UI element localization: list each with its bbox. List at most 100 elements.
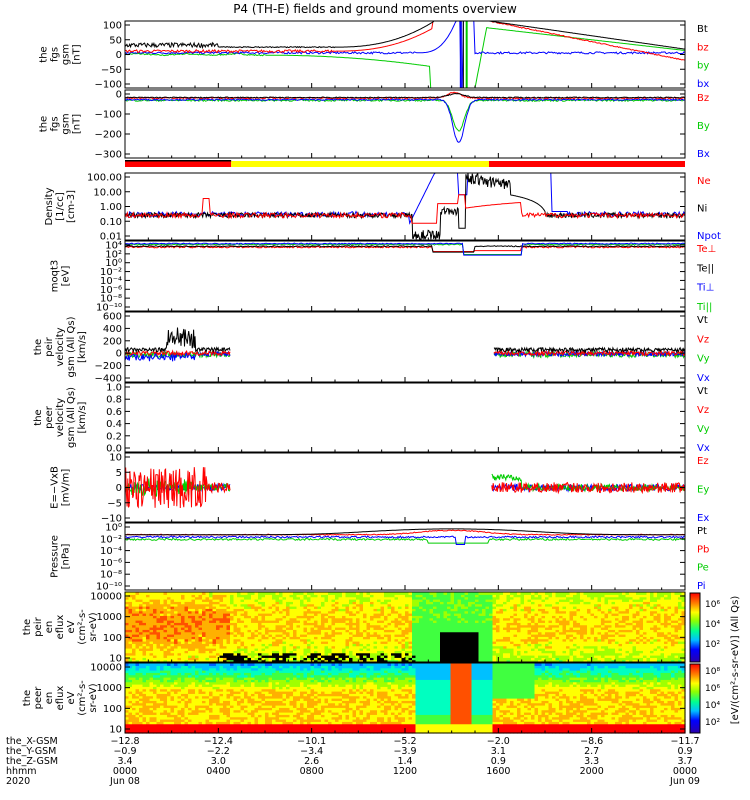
ylabel-line: (cm²-s- [77, 609, 88, 645]
ytick-label-peer_velocity-1: 0.8 [106, 395, 122, 406]
ytick-label-peir_eflux-3: 10 [109, 654, 122, 665]
ytick-label-peir_velocity-3: 0 [116, 349, 122, 360]
ytick-label-density-0: 100.00 [87, 173, 122, 184]
series-Bt-zoom [124, 92, 686, 99]
ylabel-line: peir [44, 336, 55, 356]
ytick-label-peer_velocity-4: 0.2 [106, 431, 122, 442]
colorbar-upper [689, 592, 701, 663]
legend-fgs_gsm-1: bz [697, 42, 709, 53]
legend-peer_velocity-1: Vz [697, 405, 709, 416]
xaxis-value-0-4: −2.0 [487, 736, 510, 747]
ytick-label-peer_velocity-0: 1.0 [106, 383, 122, 394]
xaxis-value-2-6: 3.7 [677, 756, 692, 767]
ylabel-line: the [39, 116, 50, 132]
status-bar-yellow [231, 161, 489, 167]
xaxis-value-3-3: 1200 [393, 766, 417, 777]
legend-pressure-0: Pt [697, 526, 707, 537]
ylabel-line: gsm [61, 44, 72, 65]
legend-efield-1: Ey [697, 485, 709, 496]
status-bar-black [125, 160, 232, 162]
ylabel-temperature: moqt3 [eV] [50, 260, 72, 293]
xaxis-value-0-1: −12.4 [204, 736, 233, 747]
ytick-label-peir_velocity-2: 200 [103, 336, 122, 347]
ylabel-line: (cm²-s- [77, 680, 88, 716]
ytick-label-pressure-4: 10⁻⁸ [100, 570, 122, 581]
ylabel-line: gsm [61, 113, 72, 134]
ylabel-line: [nT] [72, 114, 83, 134]
xaxis-value-2-1: 3.0 [211, 756, 226, 767]
xaxis-value-3-1: 0400 [206, 766, 230, 777]
ytick-label-fgs_gsm_zoom-0: 0 [116, 90, 122, 101]
xaxis-value-3-4: 1600 [486, 766, 510, 777]
series-by-spike [465, 21, 468, 88]
ylabel-line: eflux [55, 615, 66, 640]
ylabel-line: eflux [55, 686, 66, 711]
legend-temperature-0: Te⊥ [696, 244, 716, 255]
legend-pressure-1: Pb [697, 544, 709, 555]
ytick-label-fgs_gsm_zoom-1: −100 [95, 110, 122, 121]
ylabel-peir_velocity: the peir velocity gsm (All Qs) [km/s] [33, 316, 88, 377]
panel-frame-density [124, 172, 686, 241]
legend-pressure-3: Pi [697, 581, 706, 592]
xaxis-value-2-5: 3.3 [584, 756, 599, 767]
ylabel-peir_eflux: the peir en eflux eV (cm²-s-sr-eV) [22, 609, 99, 645]
xaxis-value-1-0: −0.9 [113, 746, 136, 757]
ylabel-line: velocity [55, 327, 66, 366]
legend-pressure-2: Pe [697, 563, 709, 574]
series-Vt [124, 327, 686, 354]
ylabel-line: en [44, 692, 55, 705]
ylabel-peer_velocity: the peer velocity gsm (All Qs) [km/s] [33, 387, 88, 448]
ytick-label-temperature-3: 10⁻² [100, 267, 122, 278]
colorbar-lower-tick-0: 10⁸ [705, 667, 720, 677]
legend-peir_velocity-3: Vx [697, 373, 710, 384]
ylabel-line: [cm-3] [66, 190, 77, 223]
legend-density-0: Ne [697, 176, 711, 187]
ytick-label-fgs_gsm-0: 100 [103, 21, 122, 32]
series-By [124, 98, 686, 132]
xaxis-value-2-3: 1.4 [397, 756, 412, 767]
xaxis-value-2-0: 3.4 [117, 756, 132, 767]
ytick-label-efield-1: 5 [116, 468, 122, 479]
ytick-label-peir_velocity-0: 600 [103, 312, 122, 323]
xaxis-value-4-6: Jun 09 [669, 776, 700, 787]
ytick-label-pressure-5: 10⁻¹⁰ [96, 582, 122, 593]
ylabel-line: velocity [55, 398, 66, 437]
ylabel-line: sr-eV) [88, 683, 99, 712]
xaxis-value-3-5: 2000 [580, 766, 604, 777]
ytick-label-temperature-0: 10⁴ [105, 241, 122, 252]
ytick-label-peer_velocity-2: 0.6 [106, 407, 122, 418]
chart-title: P4 (TH-E) fields and ground moments over… [233, 2, 517, 16]
ytick-label-fgs_gsm-3: −50 [101, 65, 122, 76]
ylabel-line: the [33, 339, 44, 355]
heatmap-peer-cells [125, 663, 686, 734]
status-bar-red-1 [125, 161, 232, 167]
ytick-label-density-2: 1.00 [100, 202, 122, 213]
ytick-label-temperature-6: 10⁻⁸ [100, 294, 122, 305]
xaxis-value-1-6: 0.9 [677, 746, 692, 757]
legend-peer_velocity-0: Vt [697, 386, 708, 397]
xaxis-value-3-2: 0800 [300, 766, 324, 777]
colorbar-upper-tick-0: 10⁶ [705, 600, 720, 610]
xaxis-value-2-4: 0.9 [491, 756, 506, 767]
ytick-label-peer_velocity-3: 0.4 [106, 419, 122, 430]
ytick-label-temperature-4: 10⁻⁴ [100, 276, 122, 287]
ytick-label-efield-3: −5 [107, 498, 122, 509]
series-Pt [125, 528, 685, 536]
ytick-label-fgs_gsm-1: 50 [109, 35, 122, 46]
series-Ez [124, 467, 686, 509]
legend-fgs_gsm_zoom-0: Bz [697, 93, 709, 104]
series-Bx [124, 98, 686, 143]
ylabel-line: [mV/m] [61, 469, 72, 507]
ylabel-line: [eV] [61, 266, 72, 287]
ylabel-peer_eflux: the peer en eflux eV (cm²-s-sr-eV) [22, 680, 99, 716]
ytick-label-temperature-7: 10⁻¹⁰ [96, 303, 122, 314]
ytick-label-fgs_gsm_zoom-3: −300 [95, 150, 122, 161]
xaxis-value-1-5: 2.7 [584, 746, 599, 757]
ylabel-line: [1/cc] [55, 192, 66, 221]
series-Ni [124, 172, 686, 240]
ylabel-density: Density [1/cc] [cm-3] [44, 187, 77, 225]
series-Ti-par [124, 243, 685, 255]
ytick-label-pressure-2: 10⁻⁴ [100, 546, 122, 557]
series-by [124, 27, 686, 89]
